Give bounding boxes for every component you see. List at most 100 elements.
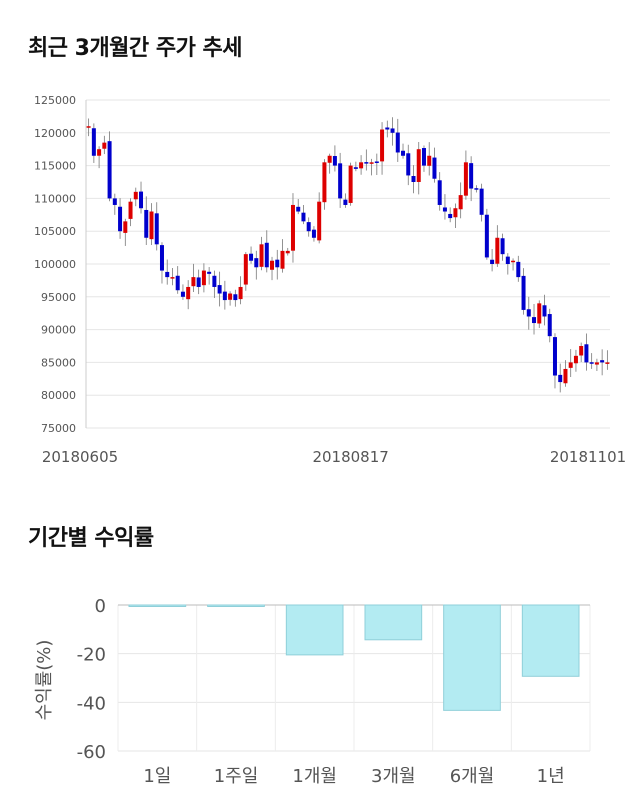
price-trend-title: 최근 3개월간 주가 추세 xyxy=(28,36,242,61)
candle xyxy=(186,280,191,310)
candle xyxy=(86,118,91,137)
candle xyxy=(537,300,542,328)
candle xyxy=(343,193,348,208)
candle xyxy=(547,308,552,343)
return-y-axis-label: 수익률(%) xyxy=(34,640,55,721)
candle xyxy=(448,207,453,223)
return-bar xyxy=(443,604,501,711)
return-bars xyxy=(128,604,580,711)
candle xyxy=(458,182,463,219)
candle xyxy=(311,226,316,242)
candle xyxy=(605,350,610,370)
candle xyxy=(275,249,280,280)
candle xyxy=(500,233,505,261)
candle xyxy=(222,280,227,310)
candle xyxy=(301,204,306,225)
candle xyxy=(327,153,332,174)
candle xyxy=(474,185,479,193)
candle xyxy=(144,196,149,245)
candle xyxy=(238,276,243,305)
candle xyxy=(165,259,170,285)
candle xyxy=(364,149,369,171)
candle xyxy=(584,333,589,371)
candle xyxy=(442,194,447,220)
candle xyxy=(532,303,537,335)
y-tick-label: -20 xyxy=(77,645,106,666)
candle xyxy=(102,135,107,155)
candle xyxy=(270,256,275,281)
candle xyxy=(401,143,406,159)
candle xyxy=(594,358,599,371)
period-x-axis: 1일 1주일 1개월 3개월 6개월 1년 xyxy=(143,766,564,787)
candle xyxy=(139,181,144,214)
candle xyxy=(154,202,159,251)
y-tick-label: 95000 xyxy=(41,291,76,304)
y-tick-label: 75000 xyxy=(41,422,76,435)
candle xyxy=(118,198,123,239)
price-gridlines xyxy=(85,99,610,429)
candle xyxy=(290,193,295,263)
candle xyxy=(579,342,584,363)
x-tick-label: 1일 xyxy=(143,766,171,787)
y-tick-label: 125000 xyxy=(34,94,76,107)
candle xyxy=(437,172,442,211)
x-tick-label: 20180817 xyxy=(312,448,388,466)
candle xyxy=(427,142,432,176)
candle xyxy=(406,144,411,186)
candle xyxy=(91,123,96,163)
candle xyxy=(463,150,468,200)
y-tick-label: 110000 xyxy=(34,192,76,205)
return-bar xyxy=(364,604,423,641)
candle xyxy=(259,236,264,271)
candle xyxy=(348,162,353,206)
y-tick-label: 120000 xyxy=(34,127,76,140)
candle xyxy=(526,296,531,330)
candle xyxy=(149,203,154,246)
candle xyxy=(600,349,605,376)
candlestick-chart: 75000 80000 85000 90000 95000 100000 105000 110… xyxy=(34,94,626,466)
candle xyxy=(453,203,458,228)
x-tick-label: 1년 xyxy=(537,766,565,787)
return-bar xyxy=(285,604,344,656)
candle xyxy=(332,145,337,172)
candle xyxy=(133,187,138,207)
candle xyxy=(416,141,421,195)
candle xyxy=(207,267,212,285)
candle xyxy=(421,145,426,172)
x-tick-label: 20181101 xyxy=(550,448,626,466)
candle xyxy=(159,242,164,284)
candle xyxy=(511,258,516,271)
candle xyxy=(264,230,269,273)
y-tick-label: 0 xyxy=(95,596,106,617)
candle xyxy=(228,291,233,306)
y-tick-label: 80000 xyxy=(41,389,76,402)
candle xyxy=(217,271,222,307)
x-tick-label: 20180605 xyxy=(42,448,118,466)
period-return-title: 기간별 수익률 xyxy=(28,526,154,551)
candle xyxy=(390,117,395,146)
candle xyxy=(97,146,102,169)
candle xyxy=(573,349,578,372)
y-tick-label: 90000 xyxy=(41,324,76,337)
candle xyxy=(589,353,594,369)
candle xyxy=(563,360,568,387)
candle xyxy=(191,263,196,292)
return-bar-chart: 0 -20 -40 -60 1일 1주일 1개월 3개월 6개월 1년 수익률(%) xyxy=(34,596,591,787)
candle xyxy=(558,363,563,393)
return-y-axis: 0 -20 -40 -60 xyxy=(77,596,106,763)
candle xyxy=(112,193,117,215)
candle xyxy=(516,255,521,282)
candle xyxy=(385,120,390,138)
candle xyxy=(201,263,206,293)
y-tick-label: 105000 xyxy=(34,225,76,238)
candle xyxy=(374,153,379,175)
y-tick-label: 85000 xyxy=(41,356,76,369)
candle xyxy=(542,294,547,326)
candle xyxy=(170,268,175,286)
candle xyxy=(254,250,259,280)
candle xyxy=(249,246,254,264)
return-bar xyxy=(207,604,265,607)
candle xyxy=(380,122,385,175)
candle xyxy=(484,208,489,260)
return-gridlines xyxy=(117,604,591,752)
